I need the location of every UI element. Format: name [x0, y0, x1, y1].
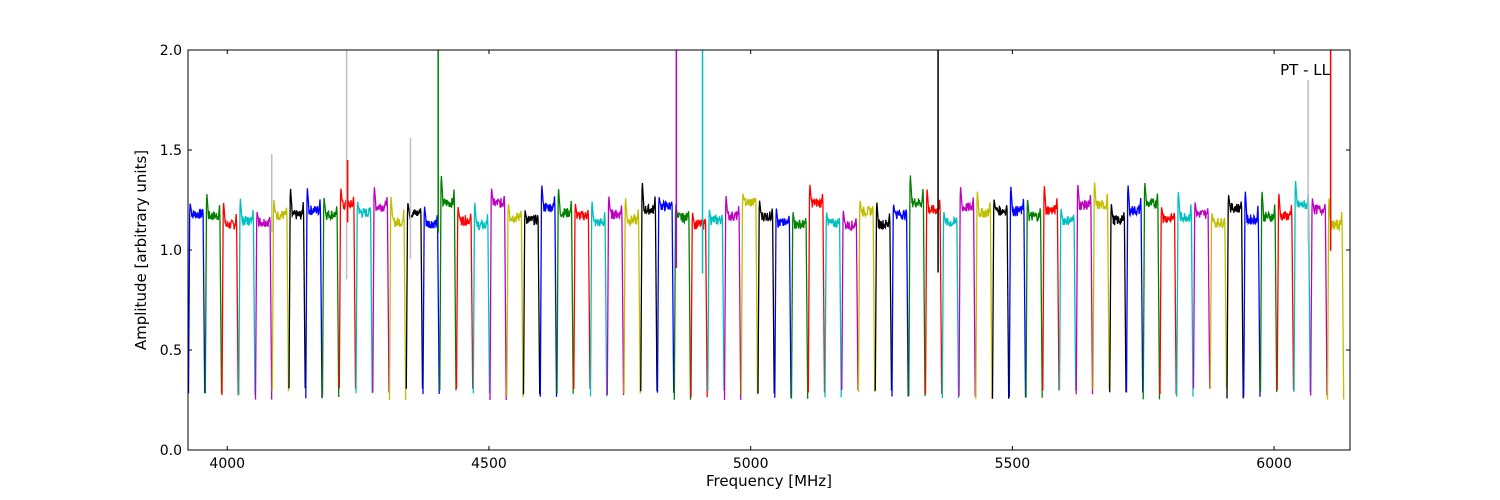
- spectrum-band-trace: [506, 204, 524, 398]
- spectrum-band-trace: [1008, 186, 1027, 398]
- spectrum-band-trace: [623, 198, 641, 394]
- x-axis-label: Frequency [MHz]: [706, 472, 832, 490]
- y-tick-label: 0.5: [160, 343, 182, 359]
- spectrum-band-trace: [606, 196, 625, 396]
- spectrum-band-trace: [254, 211, 273, 400]
- spectrum-band-trace: [958, 187, 976, 397]
- spectrum-band-trace: [455, 207, 474, 389]
- spectrum-band-trace: [991, 199, 1010, 399]
- spectrum-band-trace: [1226, 195, 1244, 399]
- spectrum-band-trace: [1259, 191, 1278, 393]
- y-axis: 0.0 0.5 1.0 1.5 2.0: [160, 43, 1350, 459]
- pt-ll-annotation: PT - LL: [1280, 61, 1331, 79]
- spectrum-band-trace: [305, 188, 323, 399]
- spectrum-band-trace: [656, 197, 675, 393]
- spectrum-band-trace: [891, 204, 909, 397]
- spectrum-band-trace: [824, 212, 842, 398]
- spectrum-band-trace: [924, 189, 943, 395]
- y-axis-label: Amplitude [arbitrary units]: [132, 150, 150, 350]
- spectrum-band-trace: [388, 196, 407, 401]
- spectrum-band-trace: [271, 200, 290, 392]
- spectrum-band-trace: [522, 210, 541, 395]
- spectrum-band-trace: [941, 211, 960, 399]
- spectrum-band-trace: [1092, 182, 1110, 390]
- spectrum-band-trace: [221, 202, 239, 396]
- y-tick-label: 2.0: [160, 43, 182, 59]
- spectrum-band-trace: [1192, 202, 1211, 389]
- spectrum-band-trace: [1109, 204, 1127, 393]
- spectrum-band-trace: [539, 185, 558, 397]
- y-tick-label: 1.0: [160, 243, 182, 259]
- spectrum-band-trace: [238, 198, 256, 396]
- spectrum-band-trace: [556, 189, 574, 394]
- spectrum-band-trace: [790, 212, 809, 399]
- spectrum-band-trace: [422, 206, 440, 395]
- spectrum-band-trace: [372, 187, 390, 393]
- spectrum-band-trace: [405, 203, 424, 389]
- spectrum-band-trace: [841, 210, 859, 391]
- spectrum-band-trace: [908, 175, 926, 397]
- spectrum-band-trace: [1125, 185, 1144, 393]
- x-tick-label: 4500: [471, 456, 507, 472]
- spectrum-band-trace: [807, 184, 826, 393]
- spectrum-band-trace: [857, 200, 876, 393]
- spectrum-band-trace: [439, 175, 457, 391]
- spectrum-band-trace: [1310, 198, 1328, 396]
- x-tick-label: 4000: [209, 456, 245, 472]
- spectrum-band-trace: [723, 195, 742, 400]
- spectrum-band-trace: [355, 201, 373, 394]
- spectrum-band-trace: [975, 191, 993, 399]
- spectrum-band-trace: [288, 188, 306, 389]
- spectrum-band-trace: [874, 202, 893, 391]
- spectrum-band-trace: [1209, 212, 1228, 389]
- y-tick-label: 0.0: [160, 443, 182, 459]
- spectrum-band-trace: [690, 212, 708, 398]
- x-tick-label: 5000: [733, 456, 769, 472]
- spectrum-band-trace: [1176, 191, 1194, 397]
- spectrum-band-trace: [1243, 191, 1261, 397]
- spectrum-band-trace: [589, 201, 608, 397]
- spectrum-band-trace: [740, 193, 759, 395]
- spectrum-band-trace: [1075, 184, 1094, 395]
- y-tick-label: 1.5: [160, 143, 182, 159]
- spectrum-band-trace: [707, 209, 725, 391]
- spectrum-band-trace: [1159, 207, 1177, 395]
- spectrum-traces: [188, 50, 1345, 401]
- spectrum-band-trace: [1042, 186, 1060, 391]
- spectrum-band-trace: [489, 188, 507, 401]
- spectrum-band-trace: [757, 200, 775, 394]
- x-tick-label: 5500: [995, 456, 1031, 472]
- spectrum-band-trace: [573, 203, 591, 390]
- spectrum-band-trace: [204, 194, 223, 394]
- spectrum-band-trace: [472, 202, 491, 394]
- spectrum-band-trace: [1058, 208, 1077, 391]
- spectrum-band-trace: [321, 197, 340, 398]
- spectrum-band-trace: [188, 203, 206, 394]
- x-tick-label: 6000: [1256, 456, 1292, 472]
- spectrum-band-trace: [1025, 199, 1043, 398]
- spectrum-band-trace: [1276, 193, 1295, 391]
- spectrum-band-trace: [640, 182, 658, 392]
- spectrum-band-trace: [774, 208, 792, 398]
- spectrum-band-trace: [1142, 182, 1161, 400]
- x-axis: 4000 4500 5000 5500 6000: [209, 50, 1292, 472]
